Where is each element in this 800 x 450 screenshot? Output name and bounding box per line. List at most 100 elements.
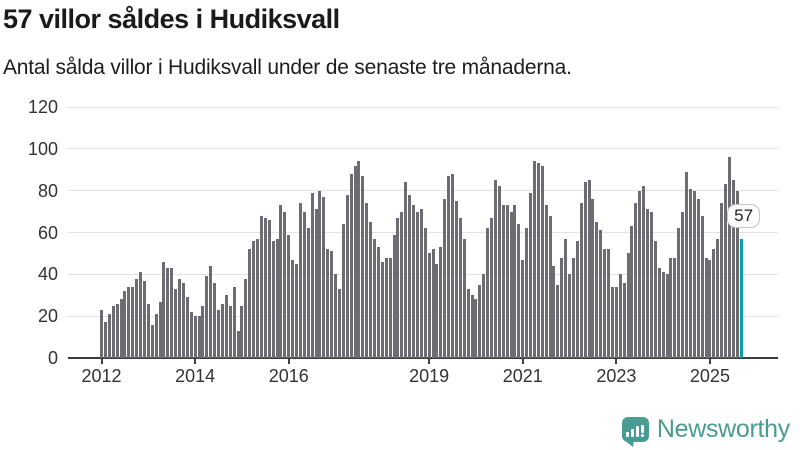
- bar: [540, 165, 544, 358]
- bar: [653, 240, 657, 358]
- bar: [517, 224, 521, 358]
- bar: [454, 201, 458, 358]
- bar: [415, 211, 419, 358]
- bar: [431, 249, 435, 358]
- bar: [404, 182, 408, 358]
- bar: [638, 190, 642, 358]
- x-axis-label-2012: 2012: [81, 366, 122, 386]
- bar: [603, 249, 607, 358]
- bar: [326, 249, 330, 358]
- bar: [291, 259, 295, 358]
- bar: [419, 209, 423, 358]
- bar: [100, 309, 104, 358]
- bar: [501, 205, 505, 358]
- bar: [228, 305, 232, 358]
- bar: [529, 192, 533, 358]
- bar: [127, 286, 131, 358]
- bar: [283, 211, 287, 358]
- y-axis-label-20: 20: [37, 306, 58, 327]
- bar: [688, 188, 692, 358]
- bar: [396, 217, 400, 358]
- bar: [724, 184, 728, 358]
- bar: [735, 190, 739, 358]
- bar: [427, 253, 431, 358]
- x-axis-tick-2021: [521, 359, 524, 364]
- x-axis-tick-2012: [100, 359, 103, 364]
- bar: [700, 215, 704, 358]
- bar: [525, 228, 529, 358]
- bar: [224, 295, 228, 358]
- y-axis-label-60: 60: [37, 222, 58, 243]
- bar: [181, 282, 185, 358]
- bar: [256, 238, 260, 358]
- bar: [708, 259, 712, 358]
- bar: [139, 272, 143, 358]
- latest-value-label: 57: [727, 203, 761, 228]
- newsworthy-logo: Newsworthy: [621, 415, 790, 447]
- bar: [166, 268, 170, 358]
- gridline-40: [68, 273, 778, 275]
- bar: [649, 211, 653, 358]
- y-axis-label-40: 40: [37, 264, 58, 285]
- bar: [314, 209, 318, 358]
- bar: [369, 222, 373, 358]
- bar: [279, 205, 283, 358]
- bar: [579, 203, 583, 358]
- bar: [111, 305, 115, 358]
- bar: [318, 190, 322, 358]
- bar: [560, 257, 564, 358]
- bar: [423, 228, 427, 358]
- bar: [174, 288, 178, 358]
- bar: [497, 186, 501, 358]
- bar: [330, 251, 334, 358]
- bar: [657, 268, 661, 358]
- x-axis-tick-2023: [615, 359, 618, 364]
- bar: [298, 203, 302, 358]
- gridline-120: [68, 106, 778, 108]
- bar: [521, 259, 525, 358]
- bar: [306, 228, 310, 358]
- bar: [716, 238, 720, 358]
- bar: [532, 161, 536, 358]
- bar: [365, 203, 369, 358]
- bar: [193, 316, 197, 358]
- bar: [349, 173, 353, 358]
- bar: [263, 217, 267, 358]
- bar: [583, 182, 587, 358]
- bar: [353, 165, 357, 358]
- bar: [131, 286, 135, 358]
- bar: [575, 240, 579, 358]
- bar: [685, 171, 689, 358]
- bar: [119, 299, 123, 358]
- bar: [310, 192, 314, 358]
- bar: [185, 297, 189, 358]
- bar: [646, 209, 650, 358]
- bar: [599, 230, 603, 358]
- bar: [322, 196, 326, 358]
- bar: [458, 217, 462, 358]
- bar: [622, 282, 626, 358]
- bar: [642, 186, 646, 358]
- bar: [614, 286, 618, 358]
- bar: [142, 280, 146, 358]
- bar: [490, 217, 494, 358]
- bar: [482, 274, 486, 358]
- bar: [591, 199, 595, 358]
- bar: [478, 284, 482, 358]
- bar: [665, 274, 669, 358]
- bar: [162, 261, 166, 358]
- bar: [135, 278, 139, 358]
- bar: [178, 278, 182, 358]
- x-axis-tick-2025: [708, 359, 711, 364]
- bar: [505, 205, 509, 358]
- bar: [536, 163, 540, 358]
- bar: [341, 224, 345, 358]
- bar: [392, 234, 396, 358]
- bar: [447, 176, 451, 358]
- gridline-20: [68, 315, 778, 317]
- bar: [462, 238, 466, 358]
- bar: [412, 205, 416, 358]
- bar: [217, 309, 221, 358]
- bar: [334, 274, 338, 358]
- bar: [634, 203, 638, 358]
